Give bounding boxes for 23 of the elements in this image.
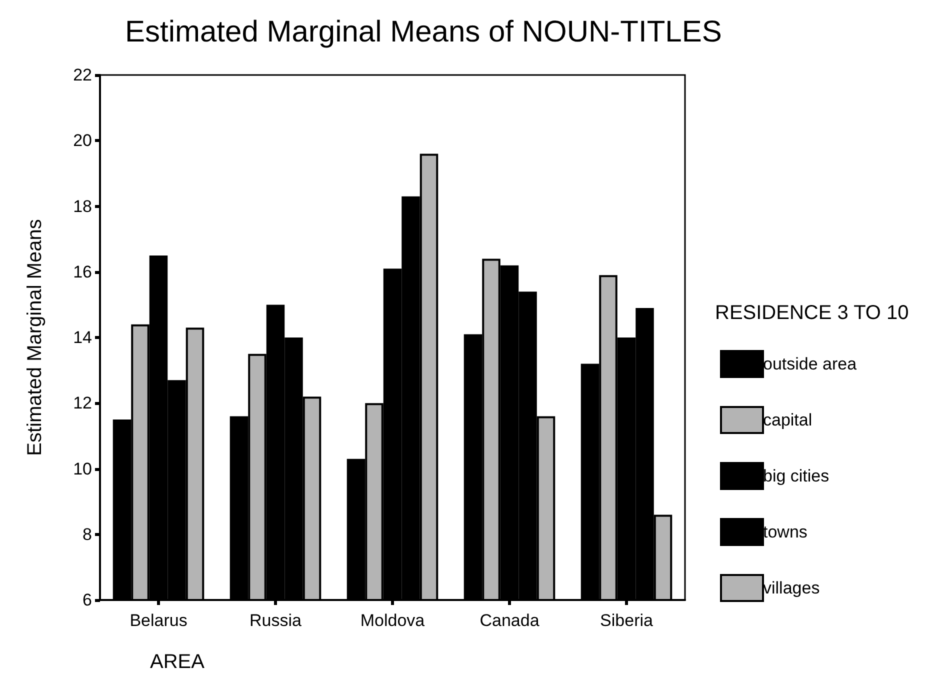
- y-axis-title: Estimated Marginal Means: [24, 219, 46, 456]
- x-tick-label: Belarus: [130, 611, 188, 630]
- legend-label: towns: [763, 522, 808, 542]
- y-tick-label: 10: [73, 459, 92, 478]
- legend-title: RESIDENCE 3 TO 10: [715, 302, 909, 324]
- y-tick-label: 18: [73, 196, 92, 216]
- legend-label: big cities: [763, 466, 830, 486]
- legend-label: outside area: [763, 354, 858, 374]
- legend-label: capital: [763, 410, 812, 430]
- y-tick-label: 8: [82, 524, 92, 544]
- chart-title: Estimated Marginal Means of NOUN-TITLES: [125, 16, 722, 48]
- x-tick-label: Moldova: [360, 611, 426, 630]
- x-tick-label: Canada: [480, 611, 540, 630]
- x-axis-title: AREA: [150, 651, 206, 673]
- y-tick-label: 16: [73, 262, 92, 282]
- y-tick-label: 12: [73, 394, 92, 413]
- legend-label: villages: [763, 578, 820, 598]
- x-tick-label: Siberia: [600, 611, 654, 630]
- y-tick-label: 22: [73, 66, 92, 84]
- x-tick-label: Russia: [250, 611, 302, 630]
- y-tick-label: 20: [73, 131, 92, 150]
- y-tick-label: 6: [82, 590, 92, 610]
- y-tick-label: 14: [73, 328, 92, 347]
